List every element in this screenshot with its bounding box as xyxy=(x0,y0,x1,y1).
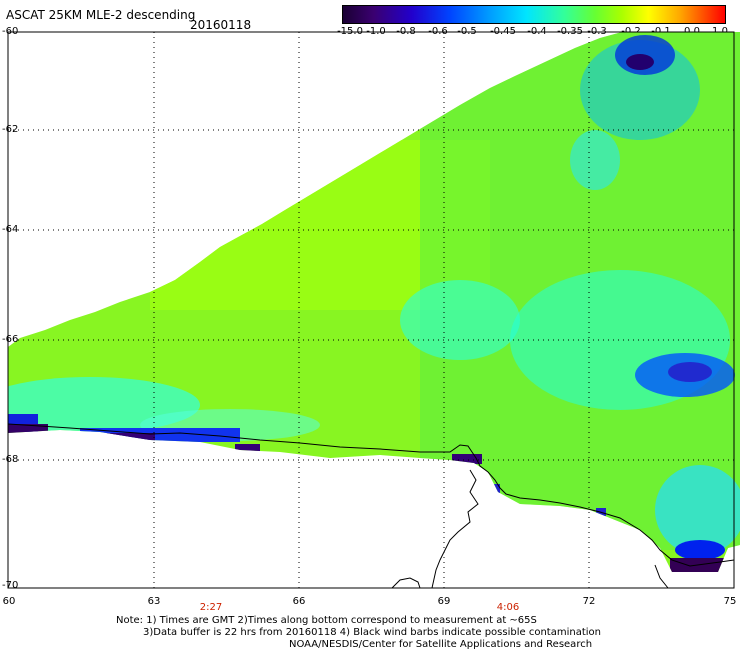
time-label: 2:27 xyxy=(199,602,223,613)
lon-label: 72 xyxy=(582,596,596,607)
note-line-3: NOAA/NESDIS/Center for Satellite Applica… xyxy=(289,639,593,650)
lat-label: -68 xyxy=(2,454,19,465)
graticule xyxy=(8,32,734,588)
lat-label: -66 xyxy=(2,334,19,345)
lat-label: -60 xyxy=(2,26,19,37)
coastline xyxy=(7,423,735,589)
lat-label: -70 xyxy=(2,580,19,591)
colorbar xyxy=(342,5,726,24)
lon-label: 63 xyxy=(147,596,161,607)
lat-label: -64 xyxy=(2,224,19,235)
time-label: 4:06 xyxy=(496,602,520,613)
map-title: ASCAT 25KM MLE-2 descending xyxy=(6,8,196,22)
map-date: 20160118 xyxy=(190,18,252,32)
lon-label: 69 xyxy=(437,596,451,607)
lon-label: 60 xyxy=(2,596,16,607)
lon-label: 66 xyxy=(292,596,306,607)
note-line-2: 3)Data buffer is 22 hrs from 20160118 4)… xyxy=(143,627,601,638)
lat-label: -62 xyxy=(2,124,19,135)
note-line-1: Note: 1) Times are GMT 2)Times along bot… xyxy=(116,615,537,626)
plot-frame xyxy=(7,31,735,589)
lon-label: 75 xyxy=(723,596,737,607)
